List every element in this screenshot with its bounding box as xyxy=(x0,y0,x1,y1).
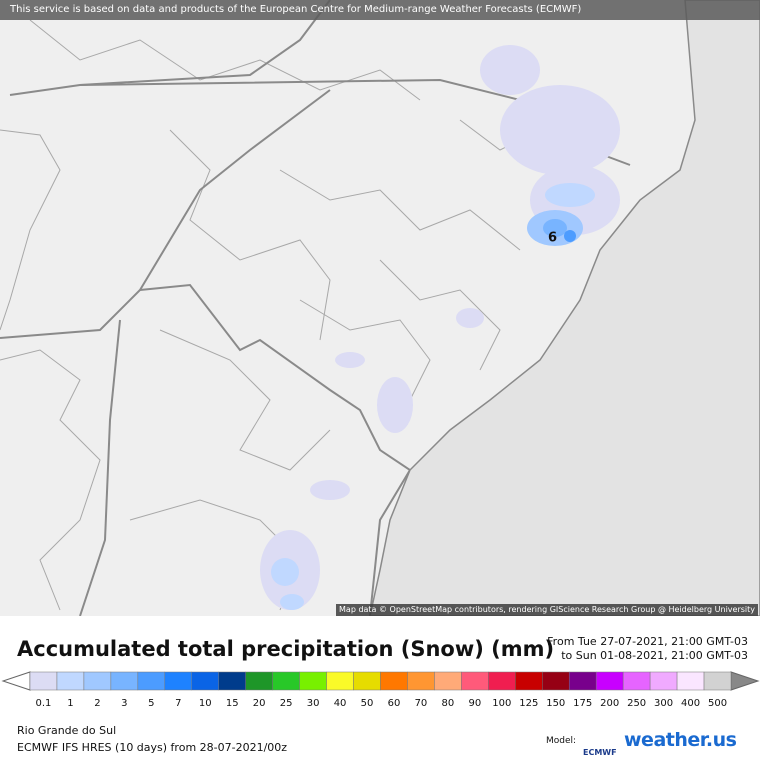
legend-swatch xyxy=(164,671,193,691)
legend-label: 125 xyxy=(519,698,538,709)
map-title: Accumulated total precipitation (Snow) (… xyxy=(17,637,555,661)
legend-swatch xyxy=(703,671,732,691)
legend-swatch xyxy=(110,671,139,691)
legend-label: 7 xyxy=(175,698,181,709)
legend-swatch xyxy=(353,671,381,691)
ecmwf-banner: This service is based on data and produc… xyxy=(0,0,760,20)
legend-label: 3 xyxy=(121,698,127,709)
date-to: to Sun 01-08-2021, 21:00 GMT-03 xyxy=(561,649,748,662)
brand: weather.us xyxy=(624,729,737,751)
region: Rio Grande do Sul xyxy=(17,724,117,737)
legend: 0.1 1 2 3 5 7 10 15 20 25 30 40 50 60 70 80 90 100 125 150 1… xyxy=(1,671,760,709)
map-attribution: Map data © OpenStreetMap contributors, r… xyxy=(336,604,758,616)
legend-swatch xyxy=(649,671,678,691)
legend-swatch xyxy=(434,671,462,691)
legend-label: 400 xyxy=(681,698,700,709)
model-logo: ECMWF xyxy=(583,748,617,757)
legend-swatch xyxy=(272,671,300,691)
legend-swatch xyxy=(461,671,489,691)
legend-swatch xyxy=(676,671,705,691)
legend-swatch xyxy=(218,671,246,691)
legend-label: 250 xyxy=(627,698,646,709)
legend-swatch xyxy=(515,671,543,691)
legend-swatch xyxy=(29,671,58,691)
legend-swatch xyxy=(542,671,570,691)
legend-label: 175 xyxy=(573,698,592,709)
legend-swatch xyxy=(380,671,408,691)
model-run: ECMWF IFS HRES (10 days) from 28-07-2021… xyxy=(17,741,288,754)
legend-swatch xyxy=(83,671,112,691)
legend-label: 1 xyxy=(67,698,73,709)
legend-label: 30 xyxy=(307,698,320,709)
legend-label: 90 xyxy=(468,698,481,709)
legend-swatch xyxy=(595,671,624,691)
legend-swatch xyxy=(488,671,516,691)
legend-label: 15 xyxy=(226,698,239,709)
legend-label: 150 xyxy=(546,698,565,709)
legend-label: 2 xyxy=(94,698,100,709)
map: 6 xyxy=(0,0,760,616)
legend-label: 40 xyxy=(334,698,347,709)
legend-swatch xyxy=(56,671,85,691)
legend-label: 100 xyxy=(492,698,511,709)
legend-swatch xyxy=(191,671,219,691)
legend-swatch xyxy=(299,671,327,691)
legend-label: 60 xyxy=(388,698,401,709)
legend-swatch xyxy=(245,671,273,691)
legend-swatch xyxy=(326,671,354,691)
legend-label: 25 xyxy=(280,698,293,709)
point-label: 6 xyxy=(548,231,557,246)
legend-label: 20 xyxy=(253,698,266,709)
legend-swatch xyxy=(407,671,435,691)
date-range: From Tue 27-07-2021, 21:00 GMT-03 to Sun… xyxy=(547,635,748,663)
model-label: Model: xyxy=(546,736,577,746)
legend-swatch xyxy=(568,671,597,691)
legend-label: 5 xyxy=(148,698,154,709)
legend-label: 80 xyxy=(442,698,455,709)
legend-swatch xyxy=(137,671,166,691)
legend-label: 10 xyxy=(199,698,212,709)
legend-swatch xyxy=(622,671,651,691)
legend-label: 500 xyxy=(708,698,727,709)
legend-label: 200 xyxy=(600,698,619,709)
date-from: From Tue 27-07-2021, 21:00 GMT-03 xyxy=(547,635,748,648)
legend-label: 0.1 xyxy=(36,698,52,709)
legend-label: 300 xyxy=(654,698,673,709)
legend-label: 50 xyxy=(361,698,374,709)
legend-label: 70 xyxy=(415,698,428,709)
